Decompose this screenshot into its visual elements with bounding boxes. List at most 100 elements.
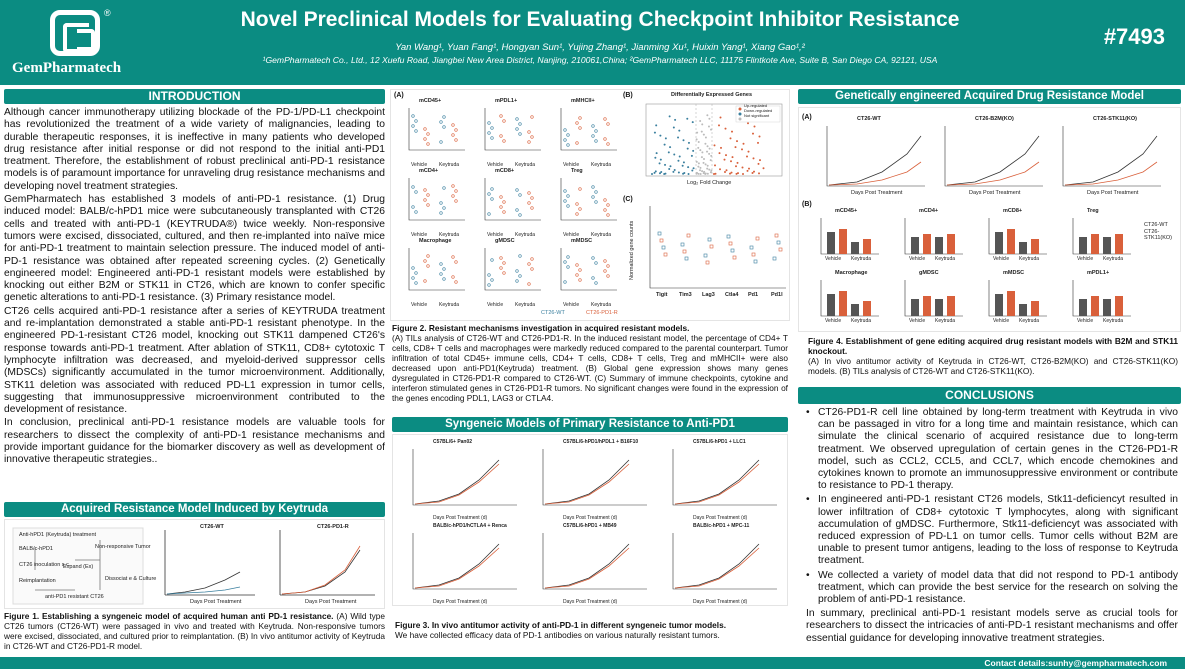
volcano-point bbox=[651, 173, 653, 175]
gene-label: Pd1l bbox=[771, 292, 783, 298]
registered-mark: ® bbox=[104, 8, 111, 18]
primary-growth-plot bbox=[672, 449, 777, 506]
scatter-point bbox=[439, 272, 443, 276]
primary-plot-title: C57BL/6-hPD1/hPDL1 + B16F10 bbox=[563, 439, 639, 445]
scatter-point bbox=[490, 278, 494, 282]
scatter-point bbox=[499, 266, 503, 270]
volcano-point bbox=[702, 133, 705, 136]
x-group-label: Vehicle bbox=[993, 256, 1010, 262]
conclusions-heading: CONCLUSIONS bbox=[798, 387, 1181, 404]
bar bbox=[911, 299, 919, 316]
primary-plot-title: BALB/c-hPD1/hCTLA4 + Renca bbox=[433, 523, 507, 529]
scatter-point bbox=[502, 261, 506, 265]
scatter-point bbox=[487, 283, 491, 287]
volcano-point bbox=[687, 166, 690, 169]
scatter-point bbox=[603, 117, 607, 121]
scatter-point bbox=[411, 114, 415, 118]
scatter-point bbox=[499, 134, 503, 138]
volcano-point bbox=[669, 146, 672, 149]
scatter-point bbox=[442, 186, 446, 190]
scatter-point bbox=[451, 133, 455, 137]
gene-point bbox=[730, 248, 735, 253]
figure1-caption-title: Figure 1. Establishing a syngeneic model… bbox=[4, 611, 334, 621]
scatter-point bbox=[527, 130, 531, 134]
scatter-point bbox=[575, 263, 579, 267]
volcano-point bbox=[742, 172, 744, 175]
series-line bbox=[414, 547, 500, 589]
volcano-point bbox=[723, 158, 726, 161]
volcano-point bbox=[691, 121, 694, 124]
bar-chart-title: gMDSC bbox=[919, 270, 939, 276]
primary-plot-title: BALB/c-hPD1 + MPC-11 bbox=[693, 523, 750, 529]
scatter-point bbox=[578, 187, 582, 191]
tils-scatter-plot bbox=[484, 248, 541, 291]
flow-step: Expand (Ex) bbox=[63, 564, 94, 570]
volcano-point bbox=[659, 134, 662, 137]
bar bbox=[995, 232, 1003, 254]
scatter-point bbox=[591, 276, 595, 280]
primary-growth-plot bbox=[542, 533, 647, 590]
volcano-point bbox=[736, 140, 738, 143]
genetic-bar-chart bbox=[904, 280, 963, 317]
x-group-label: Keytruda bbox=[591, 162, 612, 168]
volcano-point bbox=[719, 116, 722, 119]
scatter-point bbox=[518, 213, 522, 217]
volcano-point bbox=[664, 163, 667, 166]
volcano-point bbox=[747, 150, 750, 153]
volcano-point bbox=[702, 161, 705, 164]
tils-scatter-plot bbox=[560, 108, 617, 151]
scatter-point bbox=[563, 128, 567, 132]
scatter-point bbox=[487, 273, 491, 277]
volcano-point bbox=[699, 169, 701, 172]
scatter-point bbox=[423, 137, 427, 141]
gp-logo-icon bbox=[50, 10, 100, 56]
volcano-legend: Not significant bbox=[744, 113, 770, 118]
scatter-title: Macrophage bbox=[419, 238, 452, 244]
scatter-point bbox=[578, 278, 582, 282]
scatter-point bbox=[442, 267, 446, 271]
volcano-point bbox=[673, 168, 676, 171]
volcano-point bbox=[678, 129, 681, 132]
tils-scatter-plot bbox=[560, 248, 617, 291]
flow-step: Dissociat e & Culture bbox=[105, 576, 157, 582]
scatter-point bbox=[442, 206, 446, 210]
legend-wt: CT26-WT bbox=[541, 310, 565, 316]
bar bbox=[923, 296, 931, 316]
volcano-point bbox=[707, 125, 710, 128]
x-group-label: Keytruda bbox=[1019, 318, 1040, 324]
scatter-point bbox=[606, 274, 610, 278]
volcano-point bbox=[682, 139, 685, 142]
scatter-point bbox=[606, 122, 610, 126]
volcano-point bbox=[714, 164, 716, 167]
scatter-point bbox=[527, 191, 531, 195]
volcano-point bbox=[667, 151, 670, 154]
bar bbox=[1019, 304, 1027, 316]
x-group-label: Vehicle bbox=[563, 302, 580, 308]
bar bbox=[995, 294, 1003, 316]
volcano-point bbox=[663, 172, 666, 175]
scatter-point bbox=[487, 131, 491, 135]
acquired-heading: Acquired Resistance Model Induced by Key… bbox=[4, 502, 385, 517]
series-line bbox=[674, 463, 760, 505]
bar bbox=[935, 237, 943, 254]
series-line bbox=[828, 161, 922, 186]
scatter-point bbox=[566, 204, 570, 208]
volcano-point bbox=[668, 115, 671, 118]
gene-point bbox=[709, 244, 714, 249]
scatter-point bbox=[575, 273, 579, 277]
volcano-point bbox=[708, 152, 711, 155]
volcano-point bbox=[757, 162, 760, 165]
gene-point bbox=[751, 252, 756, 257]
contact-footer: Contact details:sunhy@gempharmatech.com bbox=[0, 657, 1185, 669]
scatter-point bbox=[439, 201, 443, 205]
flow-step: anti-PD1 resistant CT26 bbox=[45, 594, 104, 600]
volcano-point bbox=[672, 126, 675, 129]
scatter-point bbox=[515, 127, 519, 131]
volcano-point bbox=[674, 118, 677, 121]
scatter-point bbox=[426, 264, 430, 268]
scatter-point bbox=[530, 115, 534, 119]
volcano-point bbox=[697, 172, 700, 175]
growth-plot-title: CT26-B2M(KO) bbox=[975, 116, 1014, 122]
volcano-point bbox=[729, 172, 731, 175]
scatter-point bbox=[527, 140, 531, 144]
